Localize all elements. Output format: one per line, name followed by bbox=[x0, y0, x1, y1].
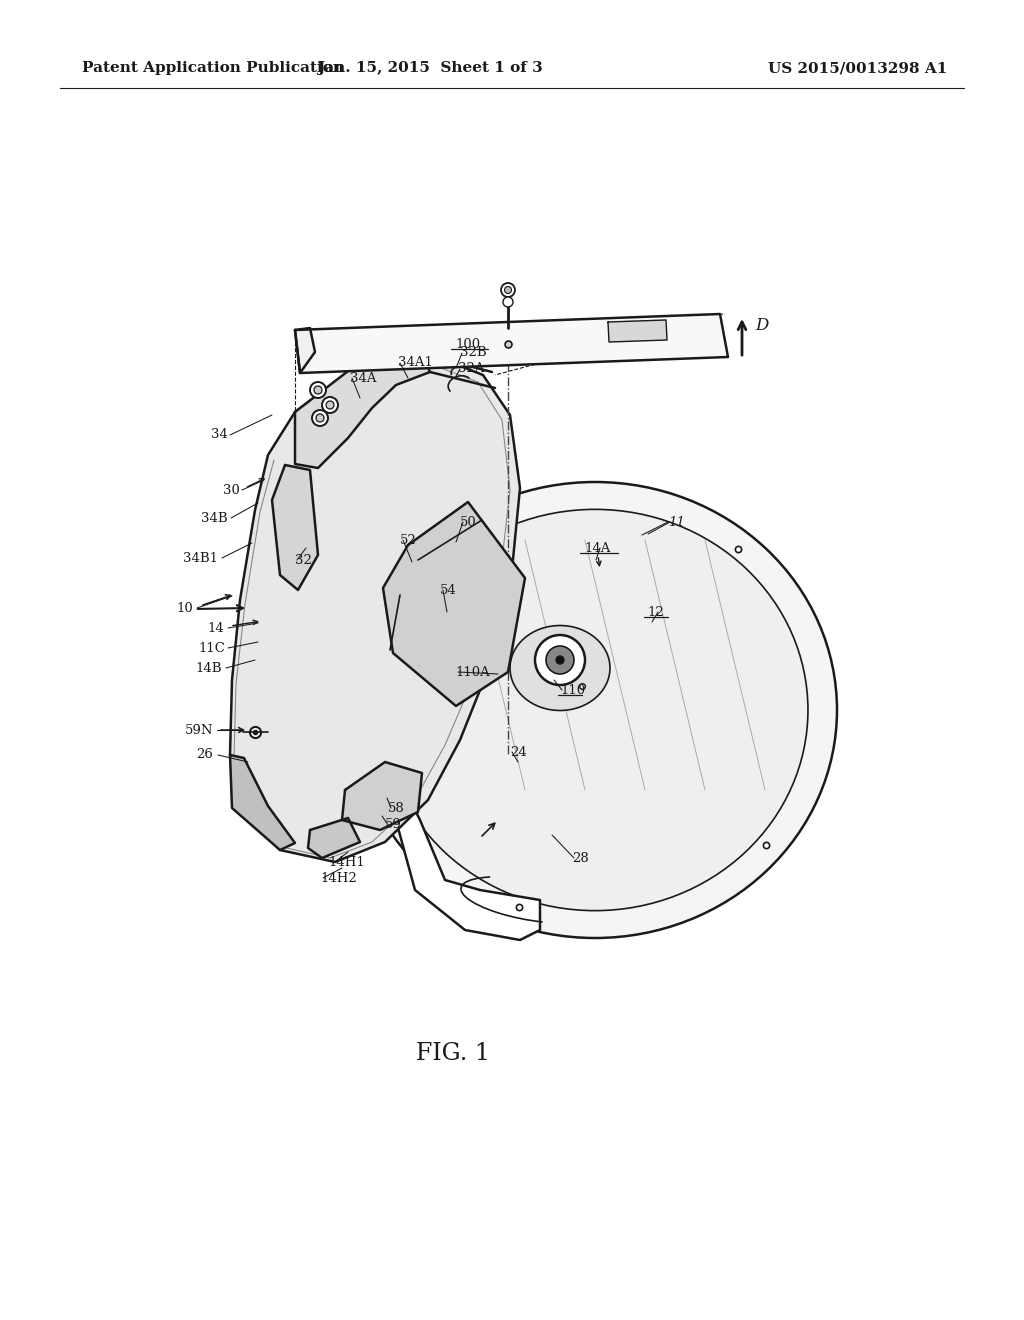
Ellipse shape bbox=[353, 482, 837, 939]
Text: 24: 24 bbox=[510, 746, 526, 759]
Polygon shape bbox=[230, 755, 295, 850]
Text: 34B1: 34B1 bbox=[183, 552, 218, 565]
Polygon shape bbox=[295, 314, 728, 374]
Text: 59: 59 bbox=[385, 818, 401, 832]
Polygon shape bbox=[230, 352, 520, 862]
Text: 12: 12 bbox=[647, 606, 665, 619]
Text: 26: 26 bbox=[197, 748, 213, 762]
Circle shape bbox=[505, 286, 512, 293]
Text: 11C: 11C bbox=[198, 642, 225, 655]
Text: 14H1: 14H1 bbox=[328, 855, 365, 869]
Text: 11: 11 bbox=[668, 516, 685, 528]
Text: FIG. 1: FIG. 1 bbox=[416, 1041, 490, 1064]
Polygon shape bbox=[272, 465, 318, 590]
Text: 110A: 110A bbox=[455, 665, 489, 678]
Ellipse shape bbox=[510, 626, 610, 710]
Polygon shape bbox=[308, 818, 360, 858]
Text: 52: 52 bbox=[400, 533, 417, 546]
Text: 32B: 32B bbox=[460, 346, 486, 359]
Polygon shape bbox=[295, 327, 315, 374]
Text: 14A: 14A bbox=[585, 541, 611, 554]
Circle shape bbox=[556, 656, 564, 664]
Text: Jan. 15, 2015  Sheet 1 of 3: Jan. 15, 2015 Sheet 1 of 3 bbox=[317, 61, 543, 75]
Text: D: D bbox=[755, 317, 768, 334]
Circle shape bbox=[314, 385, 322, 393]
Text: 14: 14 bbox=[207, 622, 224, 635]
Polygon shape bbox=[342, 762, 422, 830]
Text: 59N: 59N bbox=[184, 723, 213, 737]
Circle shape bbox=[310, 381, 326, 399]
Text: 58: 58 bbox=[388, 801, 404, 814]
Text: 32A: 32A bbox=[458, 363, 484, 375]
Circle shape bbox=[535, 635, 585, 685]
Text: 34B: 34B bbox=[202, 511, 228, 524]
Text: US 2015/0013298 A1: US 2015/0013298 A1 bbox=[768, 61, 947, 75]
Text: 32: 32 bbox=[295, 553, 312, 566]
Ellipse shape bbox=[382, 510, 808, 911]
Text: 10: 10 bbox=[176, 602, 193, 615]
Circle shape bbox=[326, 401, 334, 409]
Circle shape bbox=[322, 397, 338, 413]
Polygon shape bbox=[385, 780, 540, 940]
Text: 100: 100 bbox=[456, 338, 480, 351]
Text: Patent Application Publication: Patent Application Publication bbox=[82, 61, 344, 75]
Text: 30: 30 bbox=[223, 483, 240, 496]
Text: 28: 28 bbox=[572, 851, 589, 865]
Polygon shape bbox=[295, 354, 430, 469]
Polygon shape bbox=[383, 502, 525, 706]
Circle shape bbox=[501, 282, 515, 297]
Text: 34: 34 bbox=[211, 429, 228, 441]
Circle shape bbox=[312, 411, 328, 426]
Text: 14B: 14B bbox=[196, 661, 222, 675]
Text: 54: 54 bbox=[440, 583, 457, 597]
Text: 14H2: 14H2 bbox=[319, 871, 356, 884]
Polygon shape bbox=[608, 319, 667, 342]
Text: 50: 50 bbox=[460, 516, 477, 528]
Circle shape bbox=[546, 645, 574, 675]
Circle shape bbox=[316, 414, 324, 422]
Text: 34A1: 34A1 bbox=[398, 356, 433, 370]
Text: 110: 110 bbox=[560, 684, 585, 697]
Circle shape bbox=[503, 297, 513, 308]
Text: 34A: 34A bbox=[350, 371, 377, 384]
